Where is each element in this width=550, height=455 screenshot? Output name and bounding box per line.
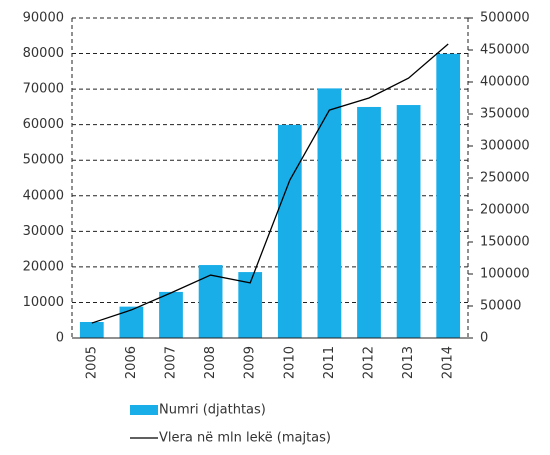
bar <box>159 291 183 338</box>
legend-label: Vlera në mln lekë (majtas) <box>159 431 331 446</box>
y2-tick-label: 0 <box>480 331 488 346</box>
y-tick-label: 80000 <box>23 46 64 61</box>
y-tick-label: 60000 <box>23 117 64 132</box>
bar <box>119 306 144 338</box>
y-tick-label: 90000 <box>23 11 64 26</box>
y-tick-label: 10000 <box>23 295 64 310</box>
y-tick-label: 70000 <box>23 82 64 97</box>
x-tick-label: 2005 <box>84 346 99 379</box>
x-tick-label: 2007 <box>164 346 179 379</box>
bar <box>277 124 302 338</box>
bar <box>238 272 263 338</box>
x-tick-label: 2012 <box>362 346 377 379</box>
bar <box>198 265 223 338</box>
y2-tick-label: 200000 <box>480 203 530 218</box>
legend-swatch <box>130 405 158 415</box>
x-tick-label: 2008 <box>203 346 218 379</box>
y2-tick-label: 400000 <box>480 75 530 90</box>
y2-tick-label: 50000 <box>480 299 521 314</box>
y-tick-label: 30000 <box>23 224 64 239</box>
bar <box>79 322 104 338</box>
y2-tick-label: 450000 <box>480 43 530 58</box>
legend-label: Numri (djathtas) <box>159 403 266 418</box>
y2-tick-label: 250000 <box>480 171 530 186</box>
bar <box>436 53 461 339</box>
y-tick-label: 0 <box>56 331 64 346</box>
bar <box>317 88 342 339</box>
y2-tick-label: 500000 <box>480 11 530 26</box>
y2-tick-label: 100000 <box>480 267 530 282</box>
x-tick-label: 2013 <box>401 346 416 379</box>
x-tick-label: 2009 <box>243 346 258 379</box>
y2-tick-label: 350000 <box>480 107 530 122</box>
y-tick-label: 40000 <box>23 188 64 203</box>
line <box>91 43 449 324</box>
bar <box>357 106 381 339</box>
x-tick-label: 2010 <box>282 346 297 379</box>
y-tick-label: 20000 <box>23 259 64 274</box>
bar <box>396 105 421 338</box>
y2-tick-label: 150000 <box>480 235 530 250</box>
x-tick-label: 2011 <box>322 346 337 379</box>
x-tick-label: 2014 <box>441 346 456 379</box>
y2-tick-label: 300000 <box>480 139 530 154</box>
x-tick-label: 2006 <box>124 346 139 379</box>
y-tick-label: 50000 <box>23 153 64 168</box>
